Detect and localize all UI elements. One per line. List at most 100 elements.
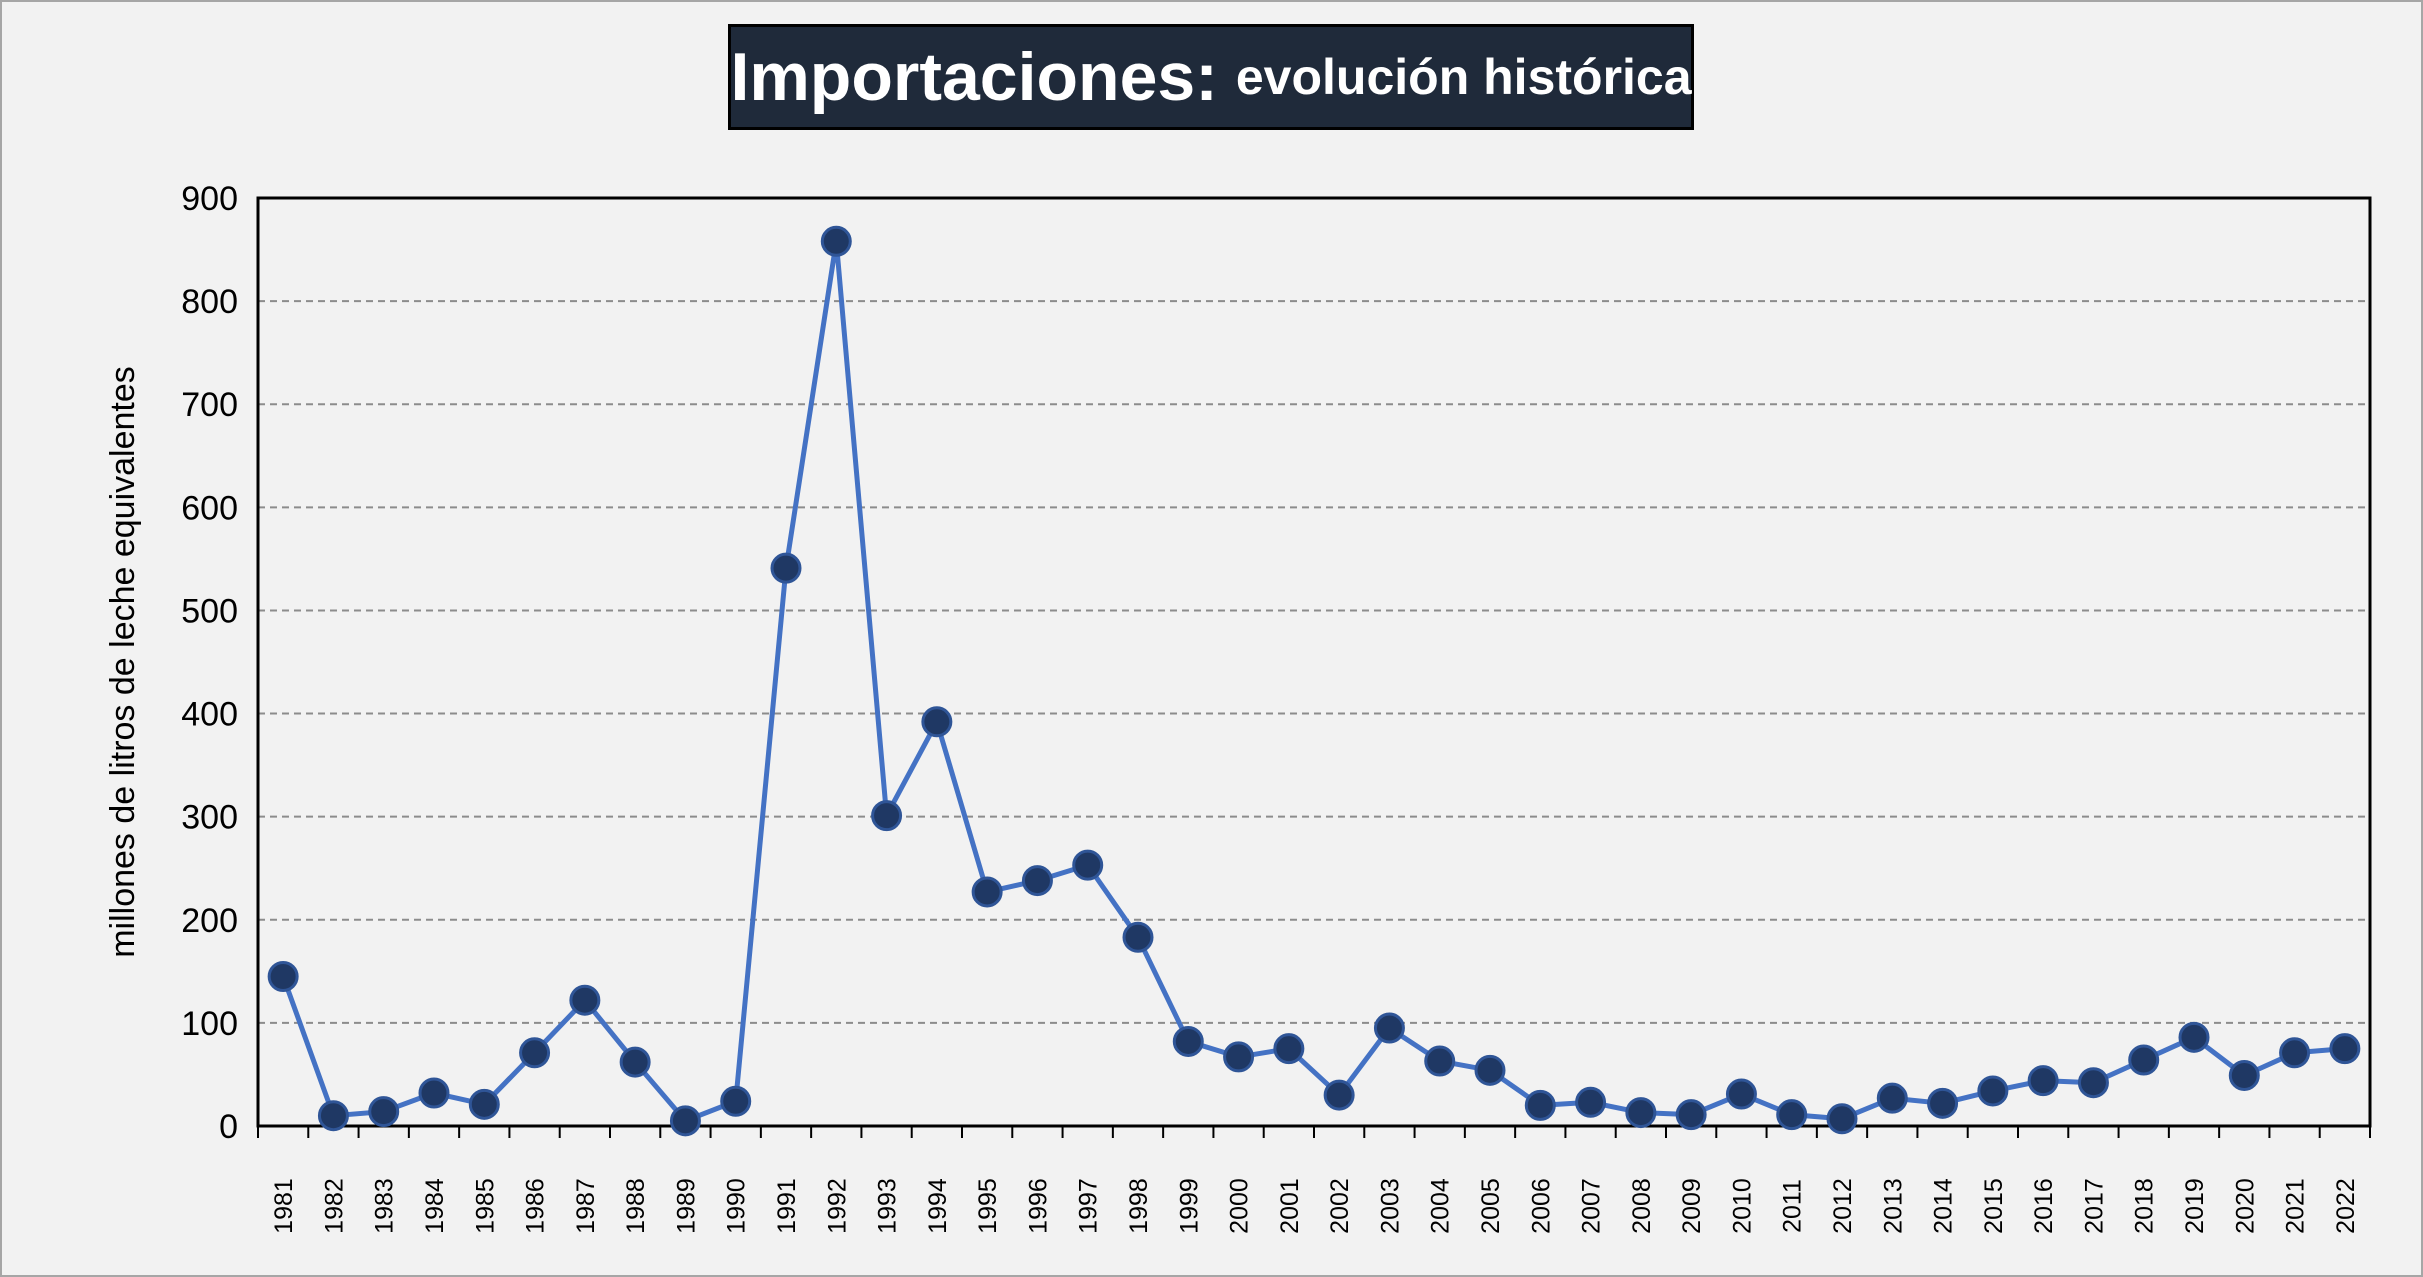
data-point bbox=[267, 960, 299, 992]
x-tick-label: 2022 bbox=[2332, 1178, 2360, 1234]
data-point bbox=[971, 876, 1003, 908]
data-point bbox=[1524, 1089, 1556, 1121]
x-tick-label: 2013 bbox=[1879, 1178, 1907, 1234]
y-tick-label: 600 bbox=[181, 489, 238, 527]
data-point bbox=[1725, 1078, 1757, 1110]
x-tick-label: 1994 bbox=[924, 1178, 952, 1234]
x-tick-label: 2009 bbox=[1678, 1178, 1706, 1234]
y-tick-label: 700 bbox=[181, 386, 238, 424]
x-tick-label: 2012 bbox=[1829, 1178, 1857, 1234]
data-point bbox=[1223, 1041, 1255, 1073]
y-tick-label: 300 bbox=[181, 799, 238, 837]
data-point bbox=[1776, 1099, 1808, 1131]
x-tick-label: 2007 bbox=[1578, 1178, 1606, 1234]
x-tick-label: 2014 bbox=[1930, 1178, 1958, 1234]
x-tick-label: 1988 bbox=[622, 1178, 650, 1234]
x-tick-label: 1984 bbox=[421, 1178, 449, 1234]
data-point bbox=[1876, 1082, 1908, 1114]
data-point bbox=[1927, 1087, 1959, 1119]
x-tick-label: 2008 bbox=[1628, 1178, 1656, 1234]
x-tick-label: 2016 bbox=[2030, 1178, 2058, 1234]
data-point bbox=[1474, 1054, 1506, 1086]
data-point bbox=[368, 1096, 400, 1128]
data-point bbox=[720, 1085, 752, 1117]
x-tick-label: 1992 bbox=[823, 1178, 851, 1234]
data-point bbox=[669, 1105, 701, 1137]
x-tick-label: 2000 bbox=[1226, 1178, 1254, 1234]
x-tick-label: 1995 bbox=[974, 1178, 1002, 1234]
y-tick-label: 100 bbox=[181, 1005, 238, 1043]
data-point bbox=[1122, 921, 1154, 953]
data-point bbox=[1072, 849, 1104, 881]
chart-subtitle: evolución histórica bbox=[1235, 49, 1692, 105]
data-point bbox=[1977, 1075, 2009, 1107]
x-tick-label: 1993 bbox=[874, 1178, 902, 1234]
x-tick-label: 2006 bbox=[1527, 1178, 1555, 1234]
y-tick-label: 500 bbox=[181, 592, 238, 630]
data-point bbox=[1021, 865, 1053, 897]
x-tick-label: 1981 bbox=[270, 1178, 298, 1234]
data-point bbox=[1675, 1099, 1707, 1131]
data-point bbox=[2027, 1065, 2059, 1097]
data-point bbox=[2128, 1044, 2160, 1076]
x-tick-label: 2021 bbox=[2282, 1178, 2310, 1234]
x-tick-label: 1989 bbox=[672, 1178, 700, 1234]
x-tick-label: 1990 bbox=[723, 1178, 751, 1234]
y-tick-label: 900 bbox=[181, 180, 238, 218]
chart-title: Importaciones: bbox=[730, 39, 1218, 115]
y-tick-label: 400 bbox=[181, 696, 238, 734]
data-point bbox=[1323, 1079, 1355, 1111]
data-point bbox=[619, 1046, 651, 1078]
x-tick-label: 2005 bbox=[1477, 1178, 1505, 1234]
data-point bbox=[2178, 1021, 2210, 1053]
x-tick-label: 1991 bbox=[773, 1178, 801, 1234]
gridlines bbox=[258, 300, 2370, 1024]
x-tick-label: 1982 bbox=[320, 1178, 348, 1234]
x-tick-label: 1986 bbox=[522, 1178, 550, 1234]
data-point bbox=[1172, 1025, 1204, 1057]
x-tick-label: 2001 bbox=[1276, 1178, 1304, 1234]
x-tick-label: 2010 bbox=[1728, 1178, 1756, 1234]
data-point bbox=[1826, 1103, 1858, 1135]
y-axis-ticks: 0 100 200 300 400 500 600 700 800 900 bbox=[181, 180, 238, 1146]
x-tick-label: 2004 bbox=[1427, 1178, 1455, 1234]
x-tick-label: 2002 bbox=[1326, 1178, 1354, 1234]
data-point bbox=[569, 984, 601, 1016]
data-point bbox=[2329, 1033, 2361, 1065]
data-point bbox=[921, 706, 953, 738]
data-point bbox=[468, 1088, 500, 1120]
x-axis-ticks: 1981 1982 1983 1984 1985 1986 1987 1988 1989 1990… bbox=[257, 1126, 2371, 1234]
y-tick-label: 0 bbox=[219, 1108, 238, 1146]
data-point bbox=[1424, 1045, 1456, 1077]
y-tick-label: 200 bbox=[181, 902, 238, 940]
data-point bbox=[2077, 1067, 2109, 1099]
x-tick-label: 2019 bbox=[2181, 1178, 2209, 1234]
data-point bbox=[2279, 1037, 2311, 1069]
y-axis-label: millones de litros de leche equivalentes bbox=[104, 366, 142, 958]
data-point bbox=[418, 1077, 450, 1109]
x-tick-label: 1998 bbox=[1125, 1178, 1153, 1234]
x-tick-label: 1999 bbox=[1175, 1178, 1203, 1234]
x-tick-label: 1983 bbox=[371, 1178, 399, 1234]
data-point bbox=[519, 1037, 551, 1069]
data-point bbox=[317, 1100, 349, 1132]
x-tick-label: 2018 bbox=[2131, 1178, 2159, 1234]
data-point bbox=[1575, 1086, 1607, 1118]
chart-title-box: Importaciones: evolución histórica bbox=[728, 24, 1694, 130]
x-tick-label: 2011 bbox=[1779, 1179, 1807, 1233]
data-point bbox=[770, 552, 802, 584]
y-tick-label: 800 bbox=[181, 283, 238, 321]
series-markers bbox=[267, 225, 2361, 1137]
x-tick-label: 1985 bbox=[471, 1178, 499, 1234]
data-point bbox=[1373, 1012, 1405, 1044]
x-tick-label: 2017 bbox=[2080, 1178, 2108, 1234]
data-point bbox=[820, 225, 852, 257]
x-tick-label: 1987 bbox=[572, 1178, 600, 1234]
x-tick-label: 2020 bbox=[2231, 1178, 2259, 1234]
x-tick-label: 1996 bbox=[1024, 1178, 1052, 1234]
data-point bbox=[1273, 1033, 1305, 1065]
data-point bbox=[2228, 1059, 2260, 1091]
plot-area bbox=[256, 196, 2372, 1128]
